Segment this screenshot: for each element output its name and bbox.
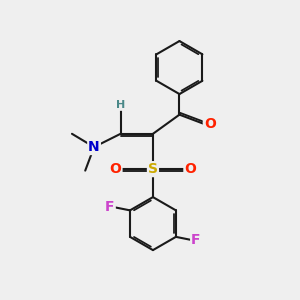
Text: O: O — [184, 162, 196, 176]
Text: H: H — [116, 100, 125, 110]
Text: O: O — [204, 117, 216, 131]
Text: O: O — [110, 162, 122, 176]
Text: F: F — [105, 200, 115, 214]
Text: N: N — [88, 140, 100, 154]
Text: S: S — [148, 162, 158, 176]
Text: F: F — [191, 233, 201, 248]
